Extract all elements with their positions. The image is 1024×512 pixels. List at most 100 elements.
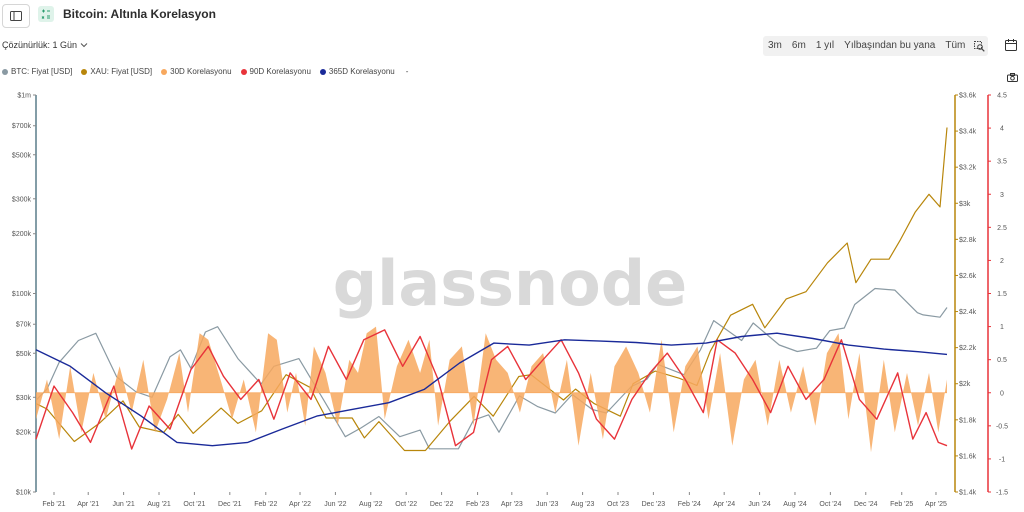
- y-left-tick-label: $700k: [12, 123, 32, 130]
- series-btc-fiyat-usd-: [35, 287, 948, 450]
- correlation-app-icon: [38, 6, 54, 22]
- y-gold-tick-label: $2k: [959, 381, 971, 388]
- x-tick-label: Apr '24: [713, 501, 735, 508]
- y-corr-tick-label: 0.5: [997, 357, 1007, 364]
- y-gold-tick-label: $2.6k: [959, 273, 977, 280]
- y-gold-tick-label: $3.4k: [959, 129, 977, 136]
- y-corr-tick-label: 2.5: [997, 225, 1007, 232]
- x-tick-label: Aug '22: [359, 501, 383, 508]
- y-left-tick-label: $20k: [16, 430, 32, 437]
- x-tick-label: Aug '24: [783, 501, 807, 508]
- resolution-dropdown[interactable]: Çözünürlük: 1 Gün: [2, 40, 88, 50]
- x-tick-label: Feb '21: [42, 501, 65, 508]
- x-tick-label: Dec '21: [218, 501, 242, 508]
- y-corr-tick-label: -1: [999, 456, 1005, 463]
- y-left-tick-label: $500k: [12, 152, 32, 159]
- legend-label: BTC: Fiyat [USD]: [11, 67, 73, 76]
- y-gold-tick-label: $2.2k: [959, 345, 977, 352]
- time-range-selector: 3m 6m 1 yıl Yılbaşından bu yana Tüm: [763, 36, 989, 56]
- legend-dot: [2, 68, 8, 75]
- screenshot-button[interactable]: [1004, 70, 1020, 84]
- legend-item-90d[interactable]: 90D Korelasyonu: [240, 67, 311, 76]
- y-gold-tick-label: $3k: [959, 201, 971, 208]
- y-gold-tick-label: $1.8k: [959, 417, 977, 424]
- zoom-icon: [973, 40, 985, 52]
- page-title: Bitcoin: Altınla Korelasyon: [63, 7, 216, 21]
- x-tick-label: Oct '22: [395, 501, 417, 508]
- y-corr-tick-label: 4: [1000, 126, 1004, 133]
- calendar-button[interactable]: [1001, 35, 1021, 55]
- legend-dot: [161, 68, 168, 75]
- legend-label: XAU: Fiyat [USD]: [90, 67, 153, 76]
- y-corr-tick-label: 0: [1000, 390, 1004, 397]
- x-tick-label: Feb '25: [890, 501, 913, 508]
- y-corr-tick-label: 1.5: [997, 291, 1007, 298]
- y-corr-tick-label: -0.5: [996, 423, 1008, 430]
- y-left-tick-label: $100k: [12, 291, 32, 298]
- legend-item-30d[interactable]: 30D Korelasyonu: [161, 67, 232, 76]
- x-tick-label: Jun '23: [536, 501, 558, 508]
- y-corr-tick-label: 3: [1000, 192, 1004, 199]
- top-bar: Bitcoin: Altınla Korelasyon: [0, 0, 1024, 30]
- sidebar-icon: [10, 11, 22, 21]
- x-tick-label: Apr '22: [289, 501, 311, 508]
- y-gold-tick-label: $2.4k: [959, 309, 977, 316]
- legend-item-xau[interactable]: XAU: Fiyat [USD]: [81, 67, 152, 76]
- y-left-tick-label: $50k: [16, 351, 32, 358]
- y-left-tick-label: $70k: [16, 322, 32, 329]
- x-tick-label: Dec '23: [642, 501, 666, 508]
- resolution-label: Çözünürlük: 1 Gün: [2, 40, 78, 50]
- y-gold-tick-label: $1.4k: [959, 490, 977, 497]
- x-tick-label: Feb '24: [678, 501, 701, 508]
- x-tick-label: Jun '21: [112, 501, 134, 508]
- calendar-icon: [1005, 39, 1017, 51]
- y-gold-tick-label: $3.6k: [959, 93, 977, 100]
- series-90d-korelasyonu: [35, 329, 948, 450]
- y-left-tick-label: $200k: [12, 231, 32, 238]
- y-left-tick-label: $1m: [17, 93, 31, 100]
- watermark-text: glassnode: [333, 247, 687, 320]
- range-ytd-button[interactable]: Yılbaşından bu yana: [844, 40, 936, 51]
- range-6m-button[interactable]: 6m: [791, 40, 806, 51]
- series-365d-korelasyonu: [35, 332, 948, 447]
- range-all-button[interactable]: Tüm: [945, 40, 966, 51]
- x-tick-label: Oct '23: [607, 501, 629, 508]
- series-30d-korelasyonu: [36, 326, 947, 453]
- sidebar-toggle-button[interactable]: [2, 4, 30, 28]
- x-tick-label: Aug '23: [571, 501, 595, 508]
- legend-dot: [240, 68, 247, 75]
- legend-label: 90D Korelasyonu: [249, 67, 311, 76]
- range-1y-button[interactable]: 1 yıl: [815, 40, 835, 51]
- y-corr-tick-label: 3.5: [997, 159, 1007, 166]
- legend-extra: -: [405, 67, 409, 76]
- chevron-down-icon: [80, 43, 88, 48]
- x-tick-label: Jun '24: [748, 501, 770, 508]
- y-corr-tick-label: 1: [1000, 324, 1004, 331]
- legend-label: 365D Korelasyonu: [328, 67, 395, 76]
- corr-30d-area: [36, 326, 947, 453]
- legend-label: 30D Korelasyonu: [170, 67, 232, 76]
- y-gold-tick-label: $3.2k: [959, 165, 977, 172]
- zoom-select-button[interactable]: [970, 37, 988, 55]
- series-line: [35, 332, 948, 447]
- series-line: [35, 329, 948, 450]
- x-tick-label: Oct '21: [183, 501, 205, 508]
- legend-dot: [319, 68, 326, 75]
- x-tick-label: Apr '21: [77, 501, 99, 508]
- y-left-tick-label: $300k: [12, 196, 32, 203]
- legend-item-btc[interactable]: BTC: Fiyat [USD]: [2, 67, 72, 76]
- y-gold-tick-label: $2.8k: [959, 237, 977, 244]
- legend-dot: [81, 68, 88, 75]
- x-tick-label: Aug '21: [147, 501, 171, 508]
- x-tick-label: Jun '22: [324, 501, 346, 508]
- y-corr-tick-label: -1.5: [996, 490, 1008, 497]
- legend-item-365d[interactable]: 365D Korelasyonu: [319, 67, 395, 76]
- y-corr-tick-label: 2: [1000, 258, 1004, 265]
- x-tick-label: Feb '23: [466, 501, 489, 508]
- y-corr-tick-label: 4.5: [997, 93, 1007, 100]
- y-left-tick-label: $30k: [16, 395, 32, 402]
- chart-legend: BTC: Fiyat [USD] XAU: Fiyat [USD] 30D Ko…: [2, 67, 408, 76]
- x-tick-label: Feb '22: [254, 501, 277, 508]
- range-3m-button[interactable]: 3m: [768, 40, 782, 51]
